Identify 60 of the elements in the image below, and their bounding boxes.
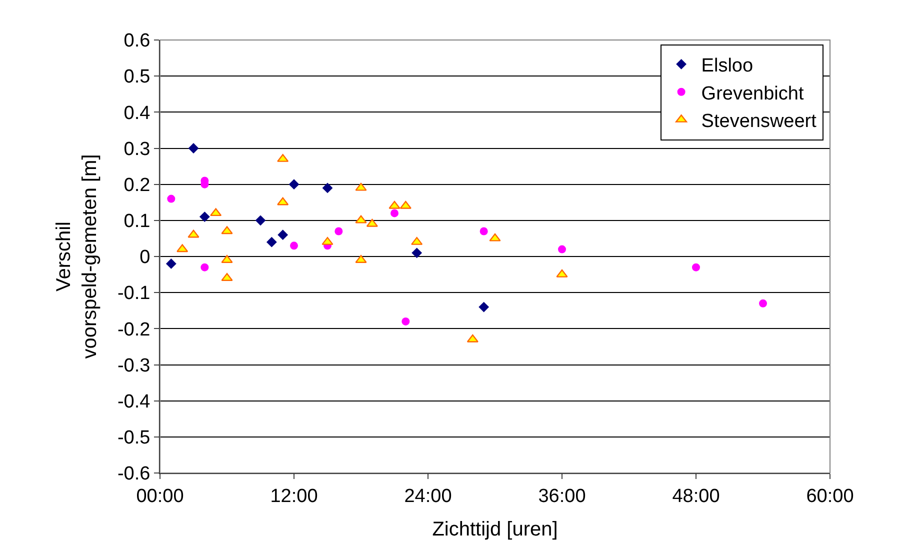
y-tick-label: -0.5 xyxy=(117,428,150,449)
y-tick-label: 0.5 xyxy=(124,66,150,88)
point xyxy=(166,258,176,269)
y-tick-label: -0.3 xyxy=(117,355,150,376)
point xyxy=(266,236,277,248)
y-axis-title: Verschil voorspeld-gemeten [m] xyxy=(52,154,101,359)
y-tick-label: 0.2 xyxy=(124,174,150,196)
x-tick-label: 24:00 xyxy=(404,486,452,507)
y-tick-label: -0.6 xyxy=(117,464,150,485)
point xyxy=(322,236,334,245)
y-tick-label: 0 xyxy=(140,247,150,268)
x-tick-label: 60:00 xyxy=(806,486,854,507)
point xyxy=(167,194,176,203)
point xyxy=(390,209,398,218)
point xyxy=(322,182,333,194)
legend-label: Grevenbicht xyxy=(701,83,804,104)
x-tick-label: 00:00 xyxy=(136,486,184,507)
point xyxy=(334,227,343,236)
point xyxy=(402,317,410,326)
point xyxy=(199,212,210,222)
point xyxy=(355,215,367,224)
point xyxy=(255,215,266,226)
x-tick-label: 36:00 xyxy=(538,486,586,507)
point xyxy=(176,244,188,252)
point xyxy=(759,299,767,308)
y-tick-label: 0.6 xyxy=(124,30,150,52)
point xyxy=(692,263,700,272)
y-tick-label: 0.4 xyxy=(124,102,151,124)
point xyxy=(489,233,501,242)
point xyxy=(478,302,490,312)
point xyxy=(210,208,222,216)
point xyxy=(412,248,422,258)
point xyxy=(411,236,423,245)
x-tick-label: 48:00 xyxy=(672,486,720,507)
point xyxy=(288,179,300,190)
point xyxy=(480,227,488,236)
y-tick-label: -0.4 xyxy=(117,391,151,412)
legend-label: Stevensweert xyxy=(701,110,818,132)
x-axis-title: Zichttijd [uren] xyxy=(432,518,558,540)
y-tick-label: 0.1 xyxy=(124,211,150,232)
point xyxy=(290,242,298,250)
point xyxy=(558,245,566,254)
point xyxy=(388,200,400,209)
point xyxy=(400,200,412,209)
y-tick-label: -0.1 xyxy=(117,283,150,304)
point xyxy=(188,230,200,238)
point xyxy=(277,154,289,162)
point xyxy=(200,263,209,272)
y-tick-label: 0.3 xyxy=(124,138,150,160)
point xyxy=(221,226,233,234)
point xyxy=(277,197,289,206)
point xyxy=(188,143,199,154)
y-tick-label: -0.2 xyxy=(117,319,150,340)
point xyxy=(355,182,367,191)
point xyxy=(366,218,378,227)
legend-label: Elsloo xyxy=(701,56,754,77)
point xyxy=(466,334,478,342)
x-tick-label: 12:00 xyxy=(270,486,318,507)
point xyxy=(556,269,568,278)
point xyxy=(278,230,288,240)
